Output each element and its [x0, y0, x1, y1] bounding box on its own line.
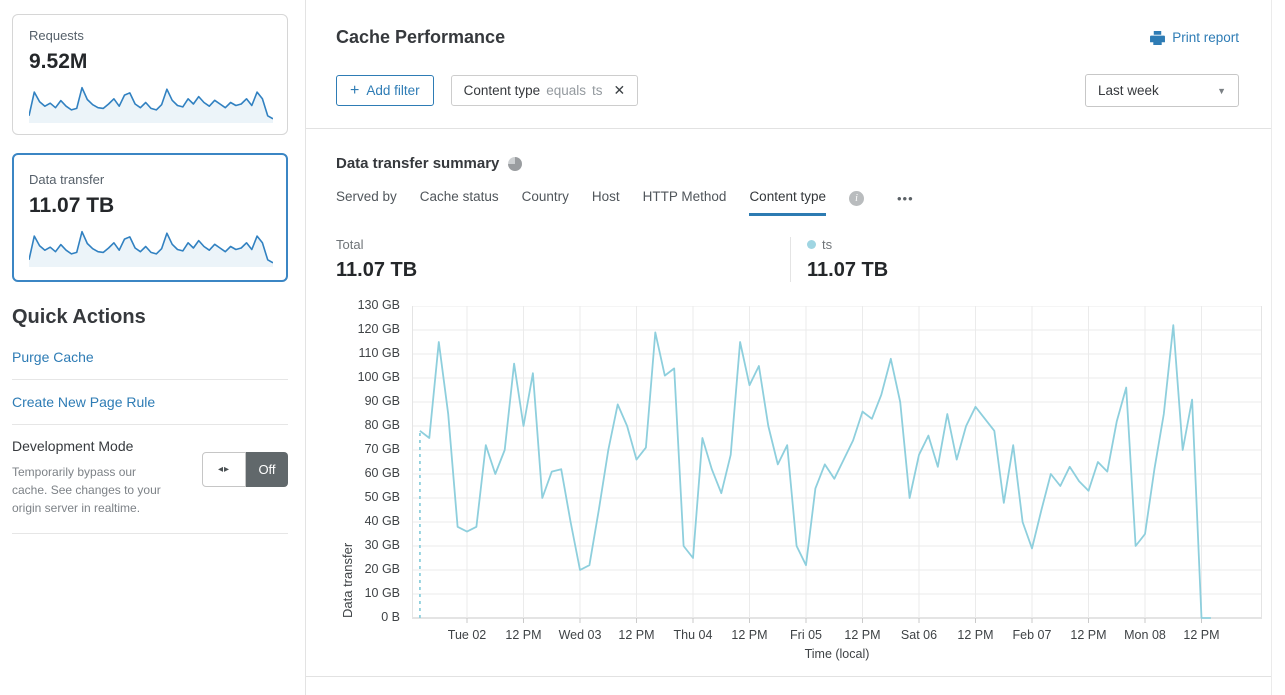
x-tick-label: Mon 08: [1124, 628, 1166, 642]
data-transfer-card-value: 11.07 TB: [29, 194, 115, 217]
y-tick-label: 110 GB: [358, 346, 400, 360]
development-mode-description: Temporarily bypass our cache. See change…: [12, 465, 161, 515]
add-filter-button[interactable]: + Add filter: [336, 75, 434, 106]
tab-host[interactable]: Host: [591, 189, 620, 204]
development-mode-toggle[interactable]: ◂▸ Off: [202, 452, 288, 487]
info-icon[interactable]: i: [849, 190, 864, 206]
tab-http-method[interactable]: HTTP Method: [642, 189, 727, 204]
data-transfer-card-label: Data transfer: [29, 172, 105, 187]
legend-dot: [807, 240, 816, 249]
requests-card-value: 9.52M: [29, 50, 88, 73]
series-ts-value: 11.07 TB: [807, 259, 889, 281]
quick-actions-heading: Quick Actions: [12, 306, 146, 328]
pie-chart-icon: [508, 156, 523, 171]
data-transfer-sparkline-chart: [29, 230, 273, 267]
filter-chip-value: ts: [591, 83, 603, 98]
ellipsis-icon[interactable]: •••: [897, 190, 914, 206]
line-plot[interactable]: [412, 306, 1262, 624]
filter-bar: + Add filter Content type equals ts ✕ La…: [336, 74, 1239, 107]
page-title: Cache Performance: [336, 27, 506, 47]
plus-icon: +: [350, 81, 360, 99]
summary-header: Data transfer summary: [336, 155, 1239, 172]
development-mode-section: Development Mode Temporarily bypass our …: [12, 425, 288, 534]
summary-stats: Total 11.07 TB ts 11.07 TB: [336, 237, 1239, 282]
x-tick-label: 12 PM: [957, 628, 994, 642]
total-stat: Total 11.07 TB: [336, 237, 790, 282]
y-tick-label: 60 GB: [364, 466, 400, 480]
x-tick-label: Fri 05: [790, 628, 822, 642]
toggle-off-label[interactable]: Off: [246, 452, 288, 487]
x-tick-label: 12 PM: [1070, 628, 1107, 642]
y-tick-label: 30 GB: [364, 538, 400, 552]
y-tick-label: 80 GB: [364, 418, 400, 432]
x-axis-label: Time (local): [804, 647, 870, 661]
development-mode-text: Development Mode Temporarily bypass our …: [12, 438, 172, 517]
tab-served-by[interactable]: Served by: [336, 189, 397, 204]
y-tick-label: 120 GB: [357, 322, 400, 336]
header-divider: [306, 128, 1271, 129]
analytics-sidebar: Requests 9.52M Data transfer 11.07 TB Qu…: [0, 0, 306, 695]
close-icon[interactable]: ✕: [613, 82, 626, 98]
time-range-select[interactable]: Last week ▼: [1085, 74, 1239, 107]
y-tick-label: 70 GB: [364, 442, 400, 456]
y-tick-label: 0 B: [381, 610, 400, 624]
tab-content-type[interactable]: Content type: [749, 189, 826, 216]
series-ts-label: ts: [822, 237, 833, 252]
series-ts-label-row: ts: [807, 237, 888, 252]
summary-title: Data transfer summary: [336, 155, 500, 172]
x-tick-label: Sat 06: [900, 628, 938, 642]
purge-cache-link[interactable]: Purge Cache: [12, 335, 288, 380]
requests-metric-card[interactable]: Requests 9.52M: [12, 14, 288, 135]
y-tick-label: 10 GB: [364, 586, 400, 600]
section-divider: [306, 676, 1271, 677]
total-value: 11.07 TB: [336, 259, 418, 281]
add-filter-label: Add filter: [366, 83, 420, 98]
y-tick-label: 20 GB: [364, 562, 400, 576]
print-report-button[interactable]: Print report: [1150, 30, 1239, 45]
print-report-label: Print report: [1172, 30, 1239, 45]
x-tick-label: 12 PM: [731, 628, 768, 642]
create-page-rule-link[interactable]: Create New Page Rule: [12, 380, 288, 425]
x-tick-label: 12 PM: [505, 628, 542, 642]
time-range-value: Last week: [1098, 83, 1159, 98]
requests-sparkline-chart: [29, 86, 273, 123]
filter-chip-content-type: Content type equals ts ✕: [450, 75, 639, 106]
total-label: Total: [336, 237, 364, 252]
main-panel: Cache Performance Print report + Add fil…: [306, 0, 1272, 695]
x-tick-label: 12 PM: [844, 628, 881, 642]
chevron-down-icon: ▼: [1217, 85, 1226, 96]
data-transfer-metric-card[interactable]: Data transfer 11.07 TB: [12, 153, 288, 282]
x-tick-label: 12 PM: [618, 628, 655, 642]
x-tick-label: Wed 03: [558, 628, 602, 642]
y-tick-label: 90 GB: [364, 394, 400, 408]
series-ts-stat: ts 11.07 TB: [790, 237, 888, 282]
y-tick-label: 50 GB: [364, 490, 400, 504]
tab-cache-status[interactable]: Cache status: [419, 189, 499, 204]
filter-chip-field: Content type: [463, 83, 541, 98]
y-tick-label: 40 GB: [364, 514, 400, 528]
x-tick-label: Feb 07: [1012, 628, 1052, 642]
requests-card-label: Requests: [29, 28, 84, 43]
x-tick-label: Thu 04: [673, 628, 713, 642]
toggle-arrows-icon[interactable]: ◂▸: [202, 452, 246, 487]
y-tick-label: 100 GB: [357, 370, 400, 384]
breakdown-tabs: Served by Cache status Country Host HTTP…: [336, 189, 1239, 216]
data-transfer-chart: Data transfer Time (local) 0 B 10 GB 20 GB…: [336, 296, 1263, 668]
page-header: Cache Performance Print report: [336, 27, 1239, 48]
y-tick-label: 130 GB: [357, 298, 400, 312]
development-mode-title: Development Mode: [12, 438, 134, 454]
x-tick-label: Tue 02: [447, 628, 487, 642]
filter-chip-operator: equals: [546, 83, 586, 98]
tab-country[interactable]: Country: [521, 189, 569, 204]
printer-icon: [1150, 30, 1166, 45]
x-tick-label: 12 PM: [1183, 628, 1220, 642]
